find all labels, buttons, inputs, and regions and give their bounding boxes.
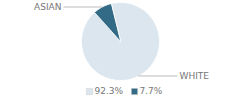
svg-text:ASIAN: ASIAN (34, 2, 61, 12)
svg-text:7.7%: 7.7% (140, 86, 163, 96)
svg-text:WHITE: WHITE (180, 71, 210, 81)
svg-text:92.3%: 92.3% (95, 86, 124, 96)
